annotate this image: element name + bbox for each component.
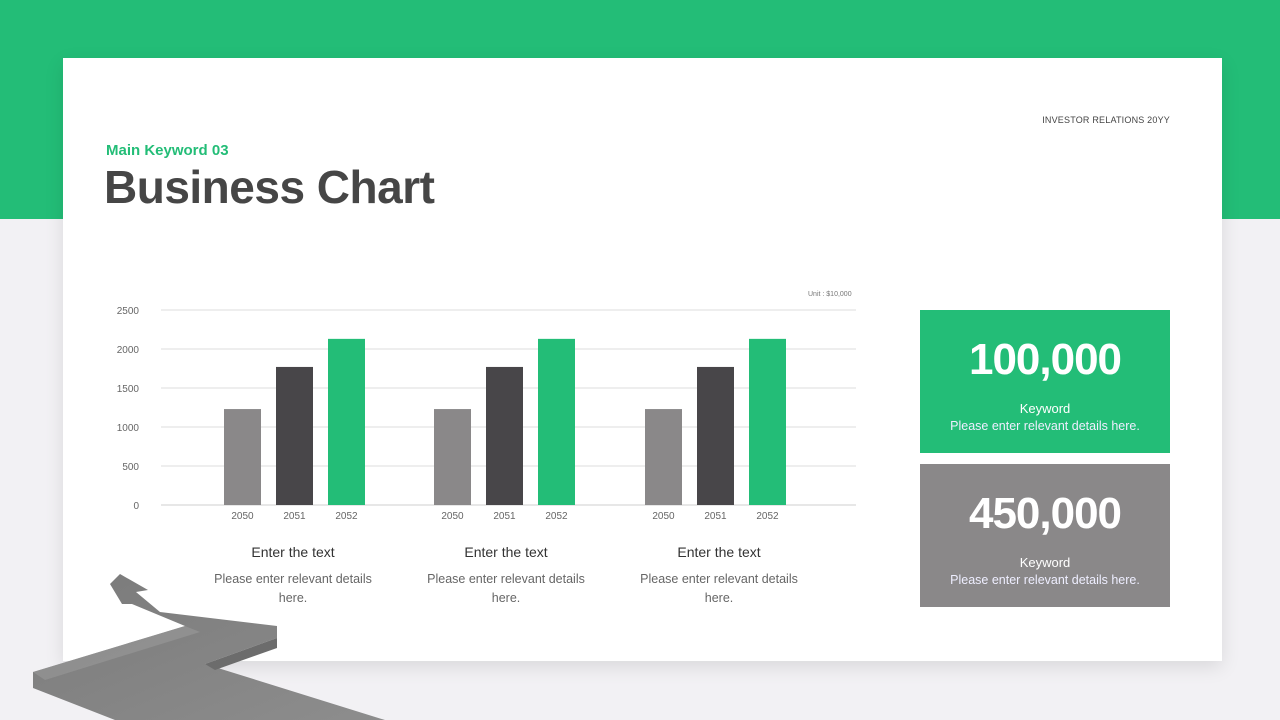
x-tick-label: 2052 <box>756 511 779 522</box>
group-title: Enter the text <box>464 544 548 560</box>
header-tag: INVESTOR RELATIONS 20YY <box>1042 115 1170 125</box>
x-tick-label: 2051 <box>704 511 727 522</box>
stat-label: Keyword <box>1019 401 1071 416</box>
stat-value: 100,000 <box>968 335 1122 384</box>
x-tick-label: 2050 <box>231 511 254 522</box>
bar <box>749 338 786 505</box>
bar <box>328 338 365 505</box>
x-tick-label: 2052 <box>545 511 568 522</box>
chart-group-caption-1: Enter the text Please enter relevant det… <box>203 544 383 608</box>
group-description: Please enter relevant details here. <box>427 572 585 605</box>
x-tick-label: 2051 <box>283 511 306 522</box>
bar <box>224 409 261 505</box>
stat-value: 450,000 <box>968 489 1122 538</box>
y-tick-label: 2500 <box>117 306 140 317</box>
bar <box>486 366 523 505</box>
stat-label: Keyword <box>1019 555 1071 570</box>
y-tick-label: 2000 <box>117 345 140 356</box>
growth-arrow-icon <box>33 574 385 720</box>
bar <box>697 366 734 505</box>
chart-unit-label: Unit : $10,000 <box>808 291 852 298</box>
y-tick-label: 1000 <box>117 423 140 434</box>
group-description: Please enter relevant details here. <box>214 572 372 605</box>
stat-box-primary: 100,000 Keyword Please enter relevant de… <box>920 310 1170 453</box>
page-title: Business Chart <box>104 161 435 213</box>
group-title: Enter the text <box>677 544 761 560</box>
y-tick-label: 500 <box>122 462 139 473</box>
y-tick-label: 1500 <box>117 384 140 395</box>
stat-box-secondary: 450,000 Keyword Please enter relevant de… <box>920 464 1170 607</box>
bar-chart: 0 500 1000 1500 2000 2500 2050 2051 2052 2050 2051… <box>117 306 856 522</box>
bar <box>276 366 313 505</box>
chart-group-caption-3: Enter the text Please enter relevant det… <box>629 544 809 608</box>
stat-description: Please enter relevant details here. <box>950 419 1140 433</box>
y-tick-label: 0 <box>133 501 139 512</box>
slide-card: INVESTOR RELATIONS 20YY Main Keyword 03 … <box>63 58 1222 661</box>
group-description: Please enter relevant details here. <box>640 572 798 605</box>
x-tick-label: 2050 <box>652 511 675 522</box>
section-subtitle: Main Keyword 03 <box>106 142 229 159</box>
bar <box>645 409 682 505</box>
x-tick-label: 2052 <box>335 511 358 522</box>
stat-description: Please enter relevant details here. <box>950 573 1140 587</box>
bar <box>538 338 575 505</box>
group-title: Enter the text <box>251 544 335 560</box>
x-tick-label: 2051 <box>493 511 516 522</box>
bar <box>434 409 471 505</box>
chart-group-caption-2: Enter the text Please enter relevant det… <box>416 544 596 608</box>
x-tick-label: 2050 <box>441 511 464 522</box>
